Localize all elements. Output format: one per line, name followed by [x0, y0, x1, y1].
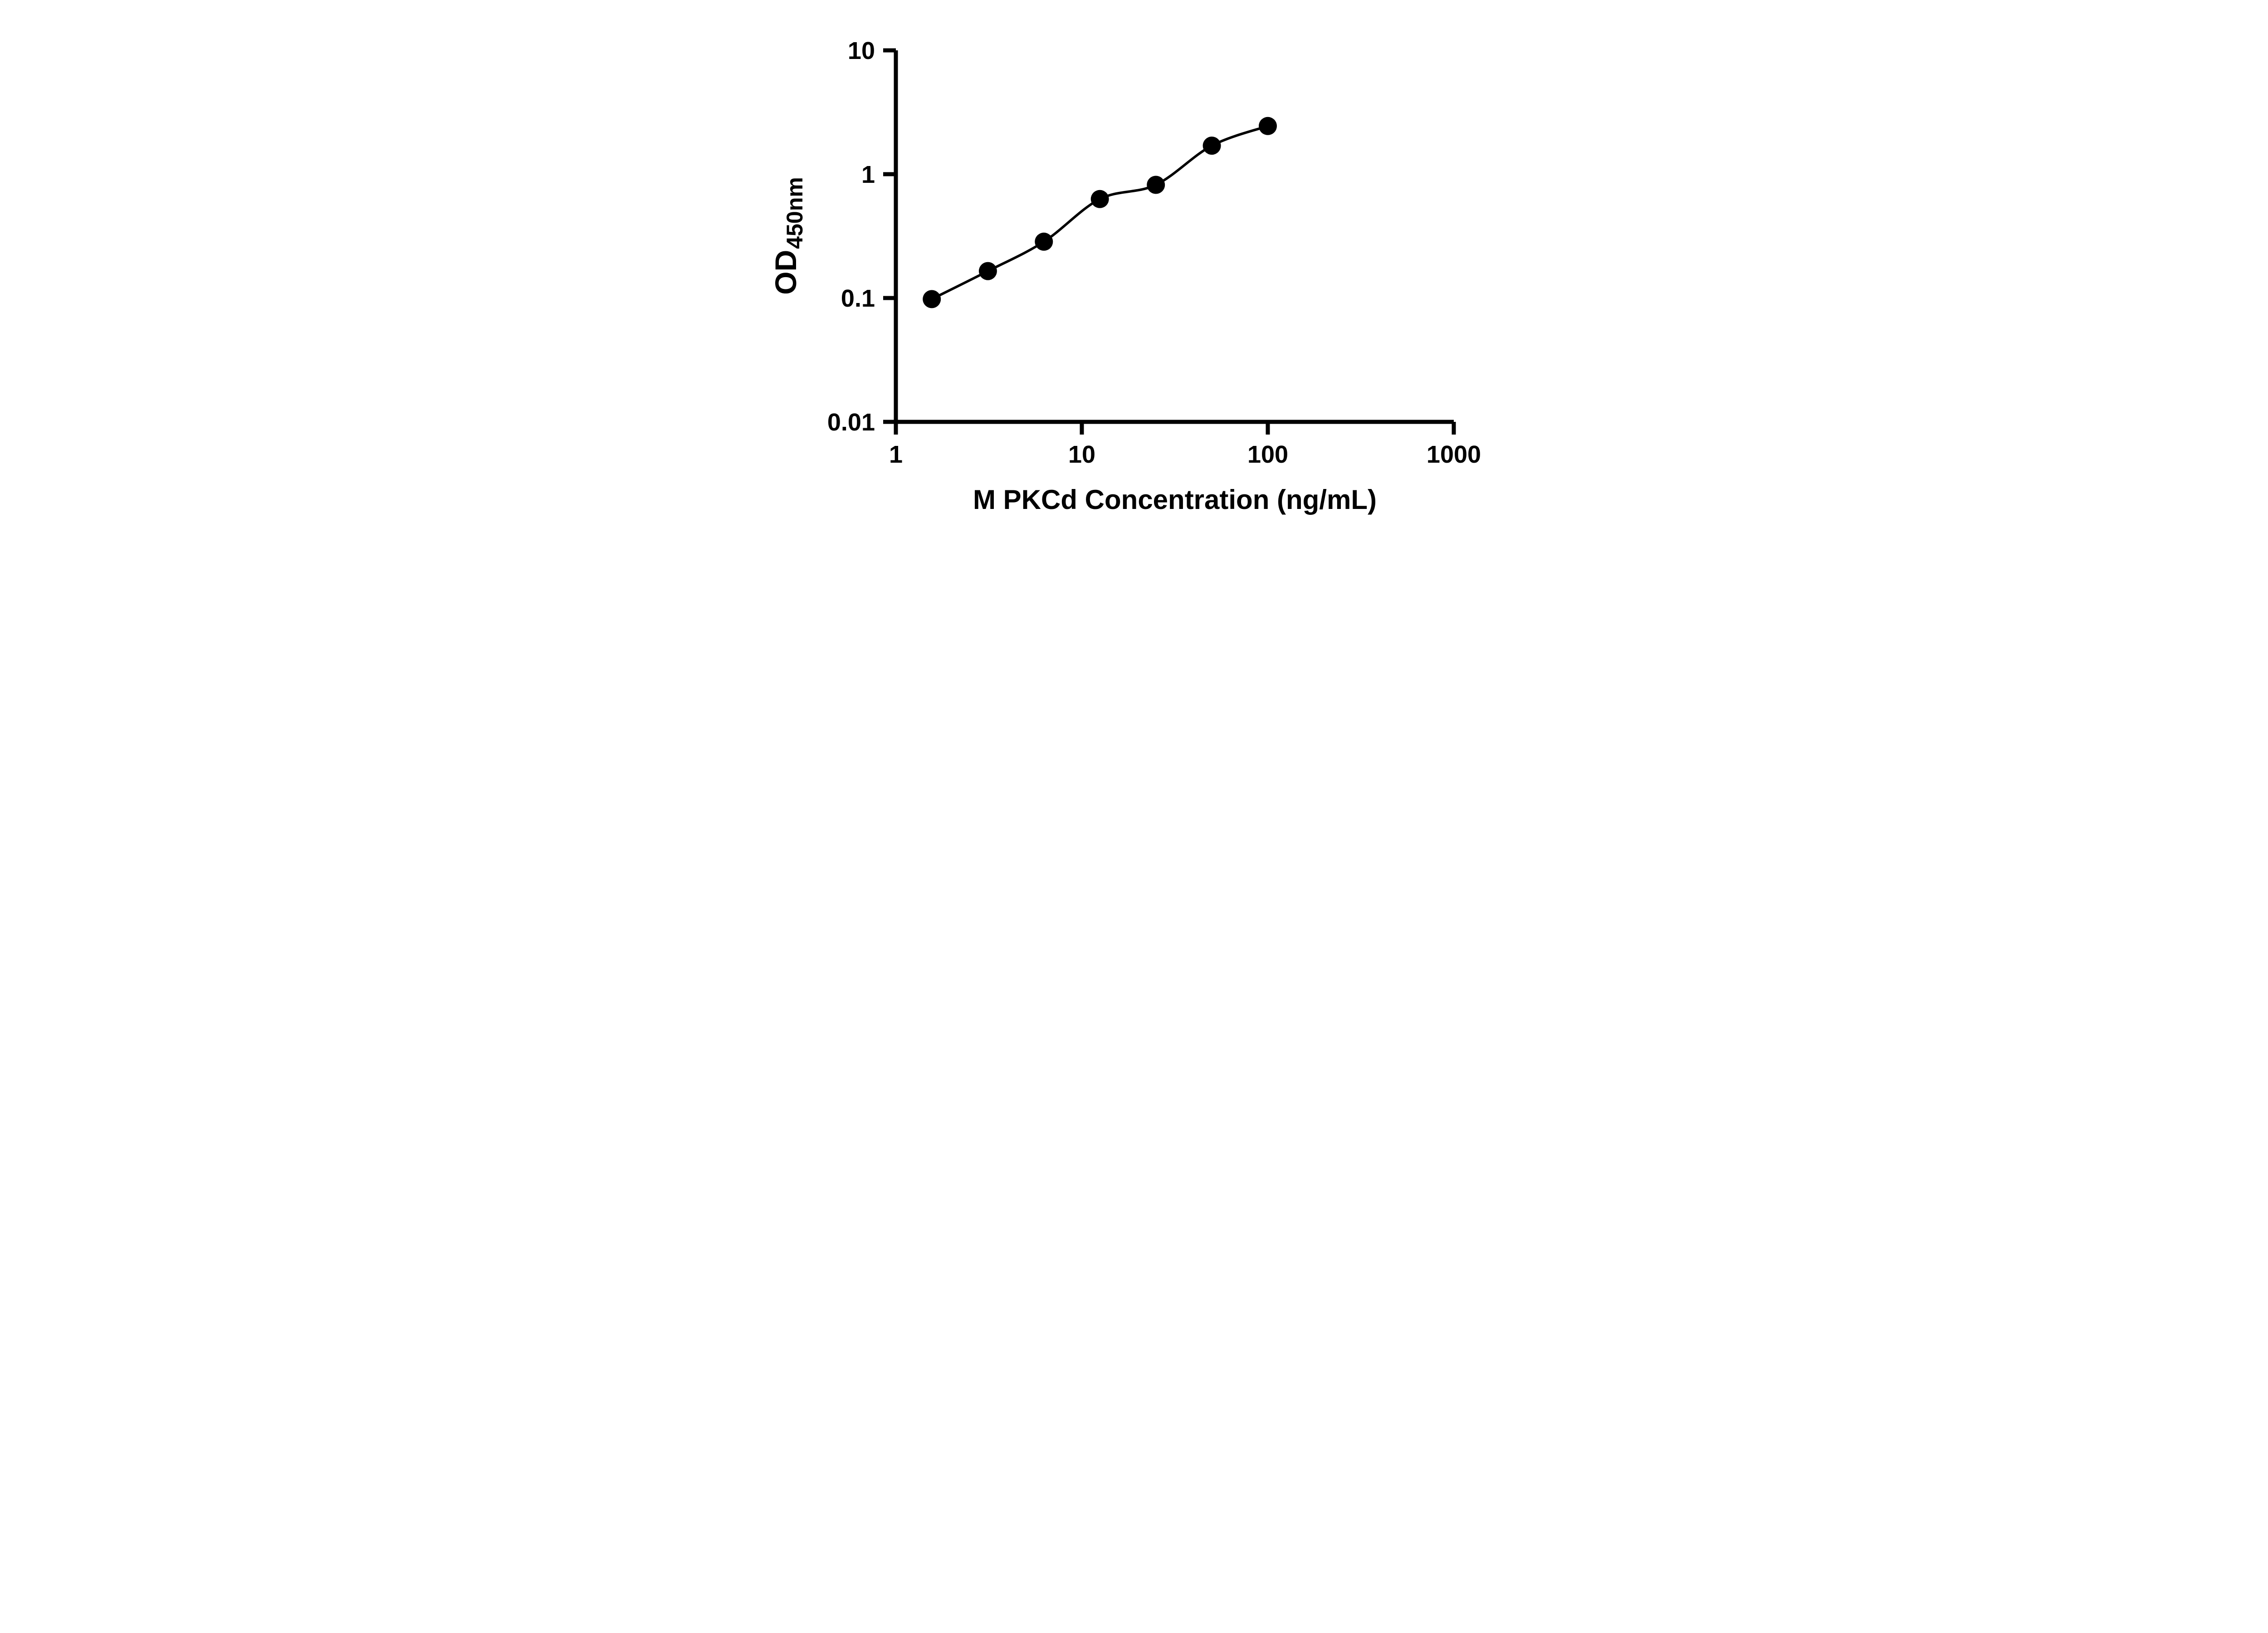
data-point	[1147, 176, 1165, 194]
y-tick-label: 10	[848, 37, 875, 64]
data-point	[1202, 137, 1221, 155]
y-tick-label: 1	[861, 161, 875, 188]
y-axis-title-subscript: 450nm	[782, 177, 807, 249]
x-tick-label: 1000	[1427, 441, 1481, 468]
data-point	[1035, 232, 1053, 251]
x-axis-ticks	[894, 422, 1456, 435]
elisa-standard-curve-figure: 1 10 100 1000 0.01 0.1 1 10 M PKCd Concentrati…	[746, 0, 1522, 544]
data-point	[978, 262, 997, 280]
plot-area	[923, 117, 1277, 308]
y-tick-label: 0.01	[827, 409, 875, 436]
data-points	[923, 117, 1277, 308]
data-point	[1259, 117, 1277, 135]
x-tick-label: 100	[1247, 441, 1288, 468]
y-axis-title-main: OD	[769, 250, 802, 295]
x-tick-label: 1	[889, 441, 903, 468]
x-tick-label: 10	[1068, 441, 1095, 468]
y-axis-tick-labels: 0.01 0.1 1 10	[827, 37, 875, 436]
axes	[894, 50, 1454, 424]
data-point	[1090, 190, 1109, 208]
chart-canvas: 1 10 100 1000 0.01 0.1 1 10 M PKCd Concentrati…	[769, 37, 1481, 515]
data-point	[923, 290, 941, 308]
y-tick-label: 0.1	[841, 285, 875, 312]
x-axis-tick-labels: 1 10 100 1000	[889, 441, 1481, 468]
x-axis-title: M PKCd Concentration (ng/mL)	[973, 484, 1377, 515]
y-axis-title: OD450nm	[769, 177, 807, 294]
y-axis-ticks	[883, 48, 896, 424]
